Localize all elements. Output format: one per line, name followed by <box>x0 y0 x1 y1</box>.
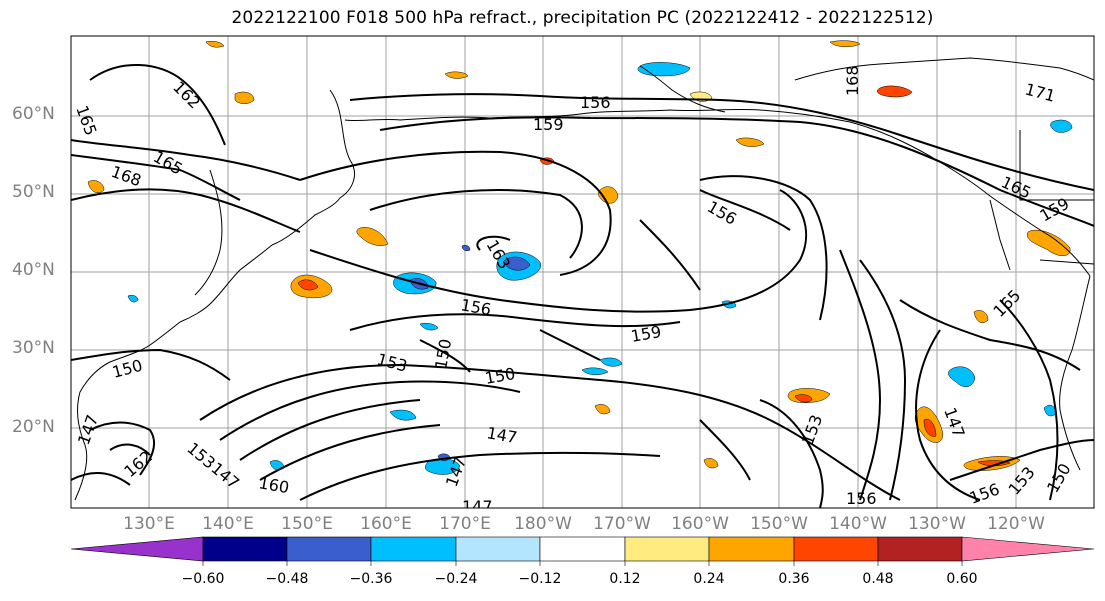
colorbar-segment <box>708 536 795 562</box>
colorbar-tick-label: 0.36 <box>778 571 810 587</box>
lat-label: 30°N <box>12 338 55 358</box>
colorbar-tick-label: 0.48 <box>862 571 894 587</box>
colorbar-tick-label: −0.24 <box>434 571 478 587</box>
colorbar-tick-label: −0.48 <box>265 571 309 587</box>
lon-label: 160°E <box>360 514 412 534</box>
lon-label: 160°W <box>671 514 729 534</box>
colorbar-tick-label: 0.24 <box>693 571 725 587</box>
lon-label: 170°W <box>593 514 651 534</box>
lat-label: 20°N <box>12 417 55 437</box>
colorbar-segment <box>202 536 288 562</box>
lon-label: 180°W <box>514 514 572 534</box>
colorbar-segment <box>370 536 457 562</box>
lon-label: 140°W <box>829 514 887 534</box>
lon-label: 130°W <box>908 514 966 534</box>
colorbar-segment <box>539 536 626 562</box>
colorbar-tick-label: −0.36 <box>349 571 393 587</box>
colorbar-tick-label: 0.60 <box>946 571 978 587</box>
gridlines <box>71 36 1094 508</box>
colorbar-segment <box>961 536 1095 562</box>
lon-label: 120°W <box>987 514 1045 534</box>
map-frame <box>70 35 1095 509</box>
colorbar-tick-label: 0.12 <box>609 571 641 587</box>
contour-label: 159 <box>533 115 564 134</box>
lon-label: 150°W <box>750 514 808 534</box>
lon-label: 130°E <box>123 514 175 534</box>
lon-label: 140°E <box>202 514 254 534</box>
lon-label: 170°E <box>439 514 491 534</box>
contour-label: 156 <box>846 489 877 508</box>
lon-label: 150°E <box>281 514 333 534</box>
colorbar-segment <box>624 536 710 562</box>
colorbar-tick-label: −0.60 <box>181 571 225 587</box>
colorbar-tick-label: −0.12 <box>518 571 562 587</box>
lat-label: 40°N <box>12 260 55 280</box>
precipitation-shading <box>87 40 1073 475</box>
colorbar-segment <box>455 536 541 562</box>
colorbar-segment <box>793 536 879 562</box>
contour-label: 147 <box>462 497 493 516</box>
contour-label: 156 <box>580 93 611 112</box>
colorbar <box>70 536 1095 566</box>
colorbar-segment <box>70 536 204 562</box>
lat-label: 50°N <box>12 182 55 202</box>
chart-title: 2022122100 F018 500 hPa refract., precip… <box>231 8 934 28</box>
contour-label: 168 <box>843 65 862 96</box>
colorbar-segment <box>877 536 963 562</box>
lat-label: 60°N <box>12 104 55 124</box>
refractivity-contours <box>71 63 1094 508</box>
coastlines <box>74 57 1094 501</box>
colorbar-segment <box>286 536 372 562</box>
